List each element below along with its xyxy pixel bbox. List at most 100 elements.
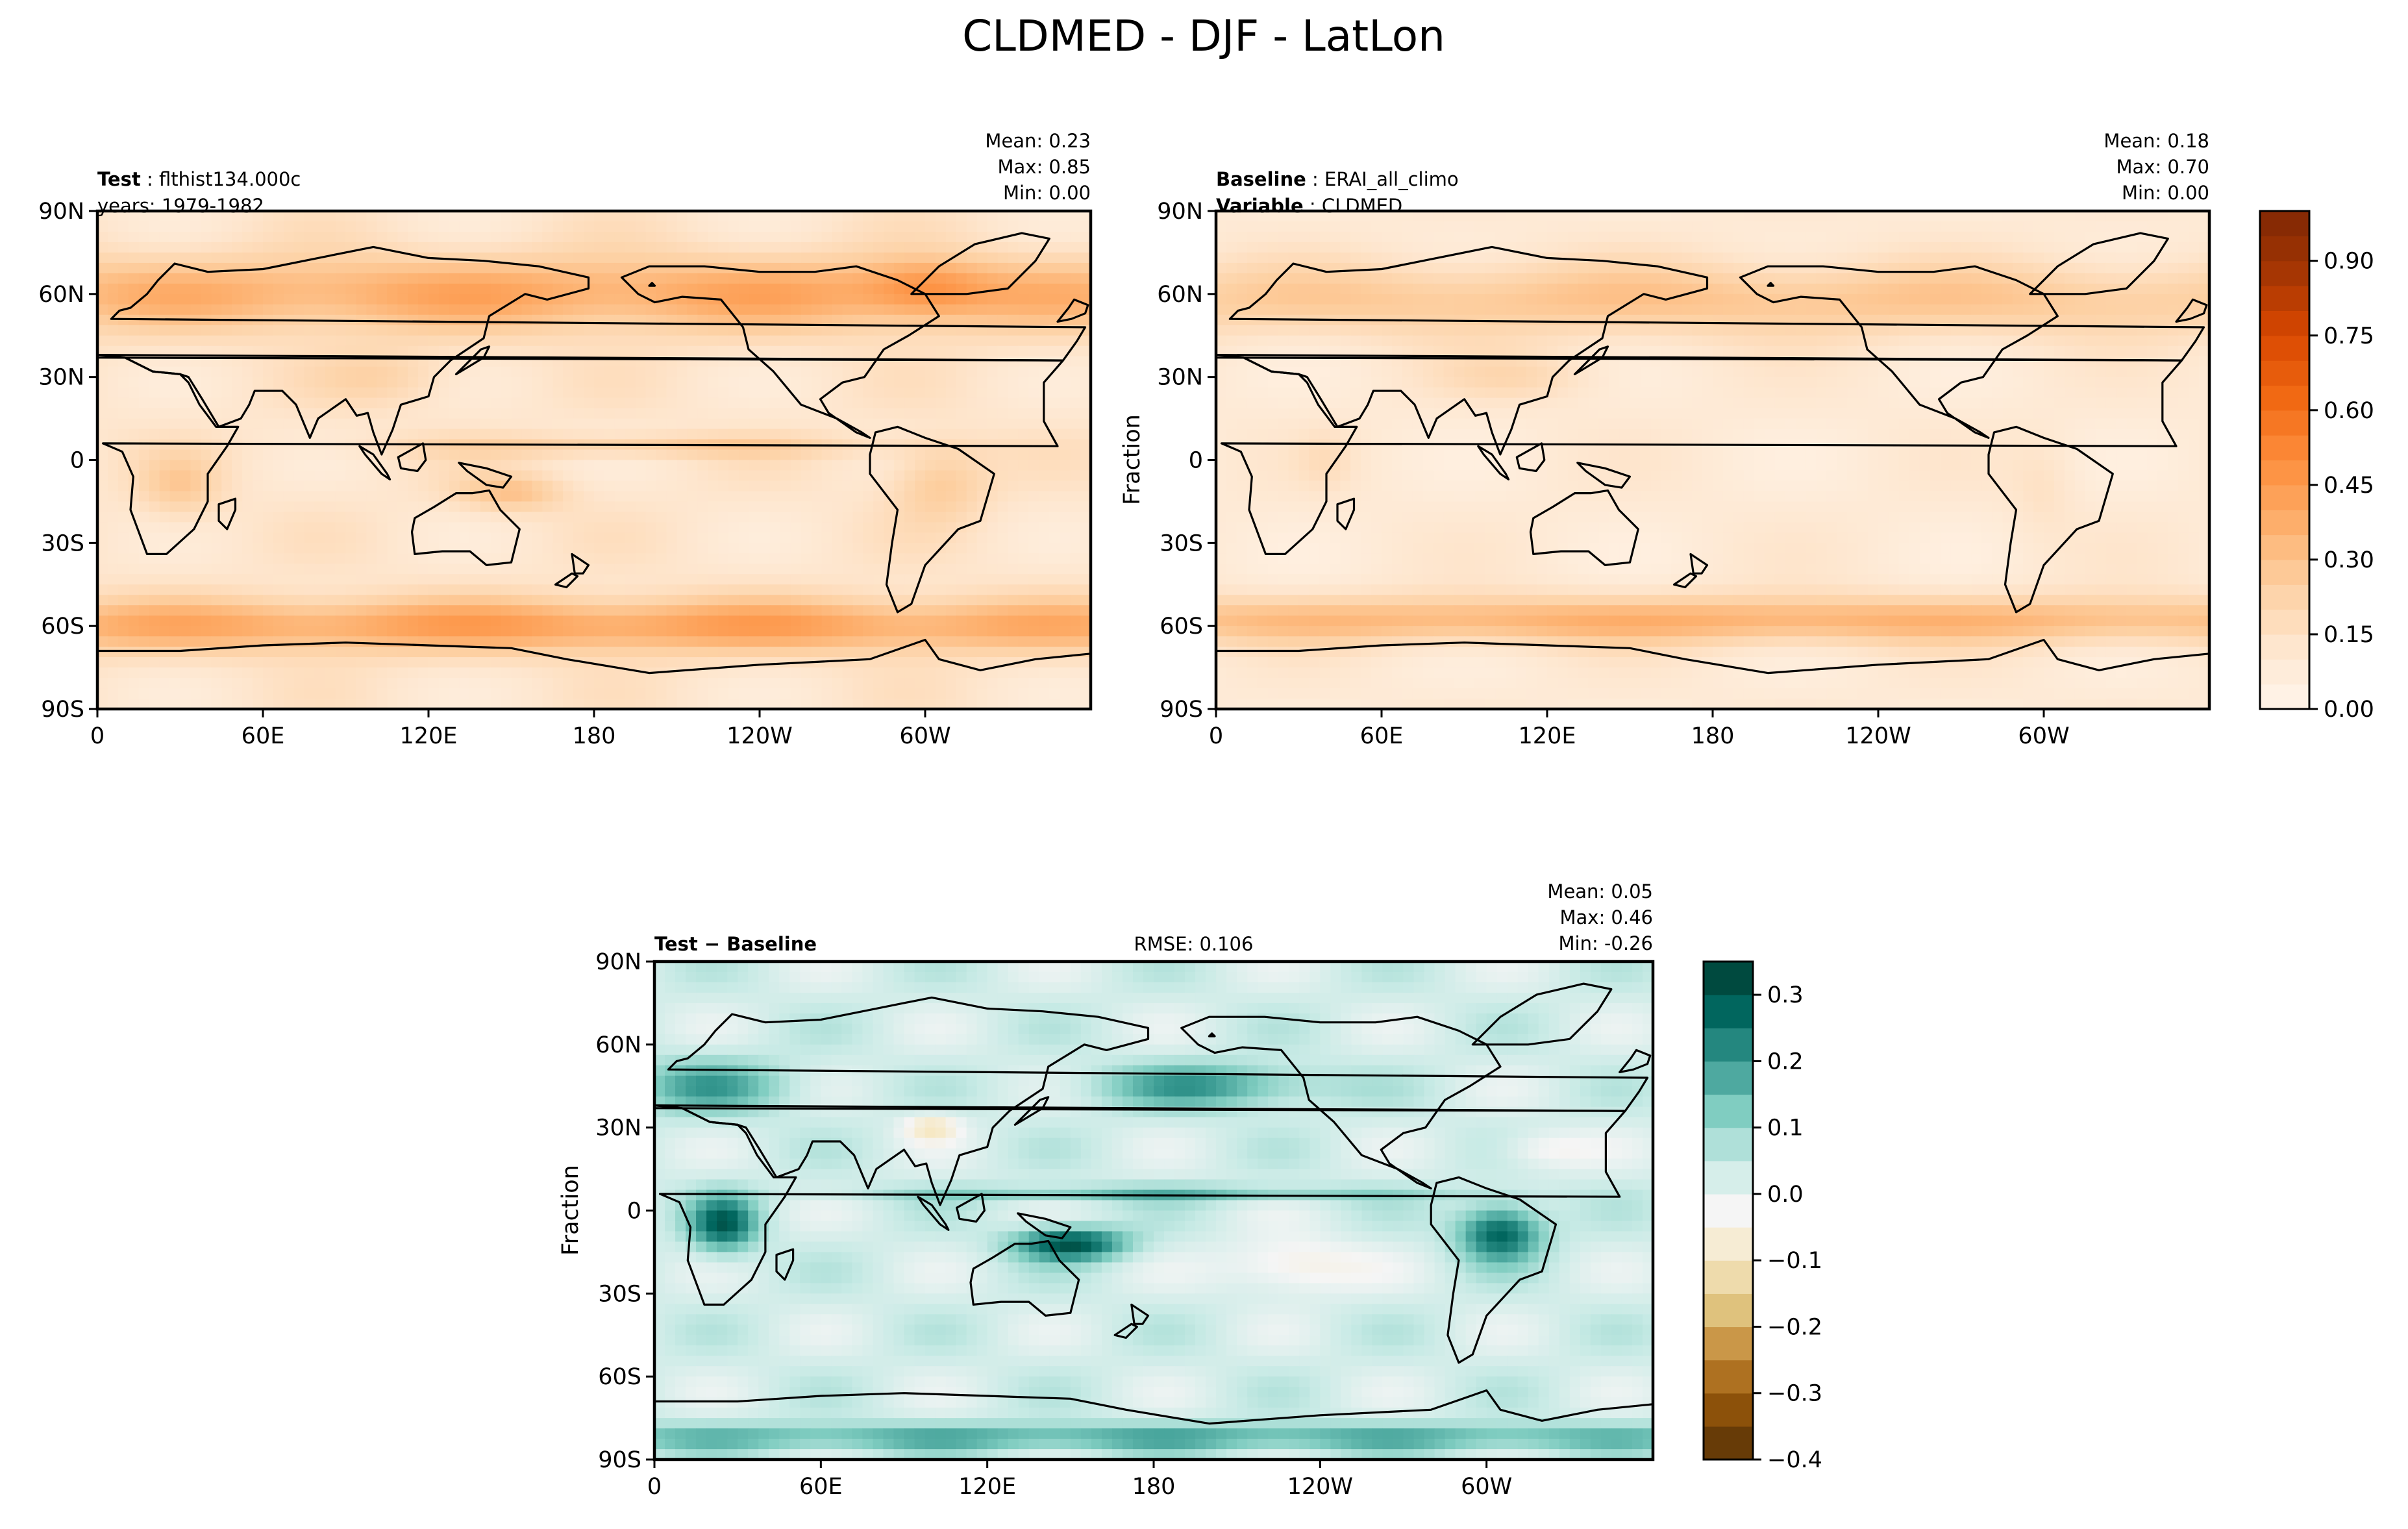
field-cell <box>1070 221 1081 232</box>
field-cell <box>138 678 150 689</box>
field-cell <box>925 657 936 668</box>
field-cell <box>314 221 326 232</box>
field-cell <box>1039 595 1050 606</box>
field-cell <box>625 564 636 575</box>
field-cell <box>656 636 667 647</box>
field-cell <box>915 647 926 658</box>
field-cell <box>976 314 988 326</box>
field-cell <box>956 595 967 606</box>
field-cell <box>635 564 647 575</box>
field-cell <box>221 345 232 357</box>
field-cell <box>418 667 429 678</box>
field-cell <box>769 501 781 512</box>
field-cell <box>366 325 377 336</box>
field-cell <box>345 678 357 689</box>
field-cell <box>594 491 605 503</box>
field-cell <box>728 491 739 503</box>
field-cell <box>739 304 750 316</box>
field-cell <box>273 543 284 554</box>
field-cell <box>863 470 874 482</box>
field-cell <box>997 429 1009 440</box>
field-cell <box>769 366 781 378</box>
field-cell <box>304 512 316 523</box>
field-cell <box>449 512 460 523</box>
field-cell <box>697 460 708 471</box>
field-cell <box>708 491 719 503</box>
field-cell <box>1039 283 1050 295</box>
field-cell <box>542 418 553 430</box>
field-cell <box>873 273 884 284</box>
field-cell <box>438 667 450 678</box>
field-cell <box>469 449 481 461</box>
field-cell <box>1018 460 1029 471</box>
field-cell <box>739 480 750 492</box>
field-cell <box>656 647 667 658</box>
field-cell <box>501 647 512 658</box>
field-cell <box>915 211 926 222</box>
field-cell <box>811 626 823 637</box>
field-cell <box>190 605 201 616</box>
field-cell <box>263 283 274 295</box>
field-cell <box>925 408 936 419</box>
field-cell <box>283 480 295 492</box>
field-cell <box>242 252 253 264</box>
field-cell <box>904 231 915 243</box>
field-cell <box>894 491 905 503</box>
field-cell <box>169 574 181 585</box>
field-cell <box>1350 221 1361 232</box>
field-cell <box>997 273 1009 284</box>
field-cell <box>459 304 471 316</box>
field-cell <box>438 470 450 482</box>
field-cell <box>894 470 905 482</box>
field-cell <box>428 678 440 689</box>
field-cell <box>863 449 874 461</box>
field-cell <box>118 408 129 419</box>
field-cell <box>666 584 678 595</box>
field-cell <box>1267 231 1279 243</box>
field-cell <box>687 211 698 222</box>
field-cell <box>397 470 408 482</box>
field-cell <box>966 553 978 564</box>
field-cell <box>480 667 491 678</box>
field-cell <box>335 491 347 503</box>
field-cell <box>469 626 481 637</box>
field-cell <box>552 377 564 388</box>
field-cell <box>273 699 284 709</box>
field-cell <box>211 574 222 585</box>
field-cell <box>232 377 243 388</box>
field-cell <box>335 699 347 709</box>
field-cell <box>790 211 802 222</box>
field-cell <box>542 667 553 678</box>
field-cell <box>366 491 377 503</box>
field-cell <box>956 283 967 295</box>
field-cell <box>232 522 243 533</box>
field-cell <box>356 564 367 575</box>
field-cell <box>760 345 771 357</box>
field-cell <box>377 345 388 357</box>
field-cell <box>687 491 698 503</box>
field-cell <box>821 283 833 295</box>
field-cell <box>221 688 232 699</box>
field-cell <box>1868 231 1879 243</box>
field-cell <box>614 418 626 430</box>
field-cell <box>718 387 729 399</box>
header-text: years: 1979-1982 <box>97 195 264 217</box>
field-cell <box>345 293 357 305</box>
field-cell <box>325 699 336 709</box>
panel-header-line: years: 1979-1982 <box>97 195 264 217</box>
field-cell <box>915 252 926 264</box>
field-cell <box>708 314 719 326</box>
field-cell <box>749 678 760 689</box>
field-cell <box>656 491 667 503</box>
field-cell <box>418 501 429 512</box>
field-cell <box>1018 335 1029 347</box>
field-cell <box>790 242 802 253</box>
field-cell <box>138 688 150 699</box>
field-cell <box>884 304 895 316</box>
field-cell <box>242 512 253 523</box>
field-cell <box>935 636 947 647</box>
field-cell <box>894 522 905 533</box>
field-cell <box>645 699 657 709</box>
field-cell <box>180 325 192 336</box>
field-cell <box>945 283 957 295</box>
